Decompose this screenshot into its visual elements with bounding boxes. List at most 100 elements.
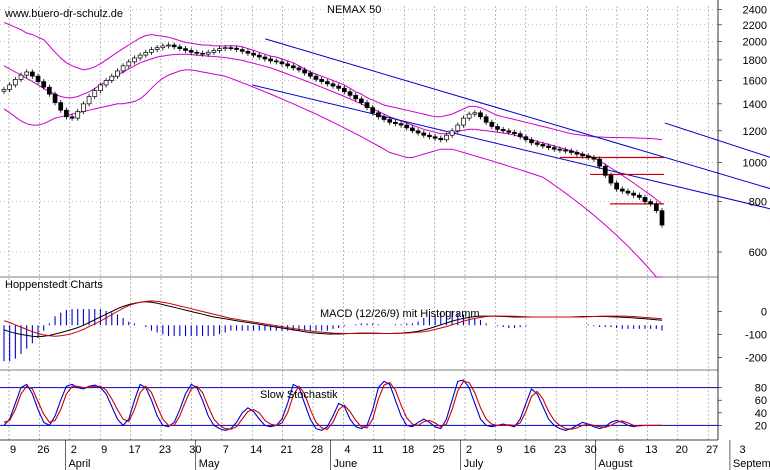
candle bbox=[393, 121, 398, 125]
candle bbox=[302, 69, 307, 74]
date-tick-label: 11 bbox=[372, 444, 383, 456]
candle bbox=[359, 98, 364, 103]
candle bbox=[364, 102, 370, 108]
candle bbox=[1, 89, 7, 92]
candle bbox=[205, 51, 211, 55]
candle bbox=[126, 61, 132, 67]
date-tick-label: 3 bbox=[740, 444, 746, 456]
macd-tick-label: 0 bbox=[761, 306, 767, 318]
candle bbox=[608, 175, 614, 184]
date-tick-label: 2 bbox=[71, 444, 77, 456]
candle bbox=[149, 49, 154, 53]
date-tick-label: 6 bbox=[618, 444, 624, 456]
candle bbox=[631, 192, 636, 196]
candle bbox=[489, 121, 495, 127]
candle bbox=[585, 155, 591, 158]
trend-line bbox=[664, 122, 770, 158]
stochastic-lines bbox=[3, 379, 662, 432]
date-tick-label: 4 bbox=[344, 444, 350, 456]
candle bbox=[313, 75, 319, 80]
candle bbox=[319, 79, 325, 82]
macd-lines bbox=[3, 300, 663, 338]
candle bbox=[376, 112, 381, 118]
stochastic-title: Slow Stochastik bbox=[260, 389, 338, 401]
date-tick-label: 9 bbox=[496, 444, 502, 456]
candle bbox=[24, 71, 30, 76]
candle bbox=[30, 71, 35, 77]
month-labels: AprilMayJuneJulyAugustSeptemberOctober bbox=[68, 458, 770, 470]
stochastic-reference-lines bbox=[0, 387, 718, 426]
date-tick-label: 2 bbox=[466, 444, 472, 456]
candle bbox=[256, 54, 262, 58]
candle bbox=[330, 83, 336, 87]
candle bbox=[239, 49, 245, 52]
candle bbox=[597, 158, 602, 167]
y-axis-labels: 2400 2200 2000 1800 1600 1400 1200 1000 800 600 0 -… bbox=[743, 5, 767, 433]
candle bbox=[132, 57, 137, 63]
price-candles bbox=[1, 42, 665, 228]
date-tick-label: 9 bbox=[101, 444, 107, 456]
date-tick-label: 26 bbox=[37, 444, 49, 456]
candle bbox=[653, 203, 659, 212]
candle bbox=[404, 124, 410, 129]
candle bbox=[228, 47, 234, 50]
candle bbox=[115, 70, 120, 77]
candle bbox=[427, 134, 432, 138]
candle bbox=[137, 54, 143, 59]
date-tick-label: 16 bbox=[524, 444, 536, 456]
candle bbox=[18, 74, 24, 80]
candle bbox=[188, 50, 194, 53]
stochastic-d-line bbox=[3, 380, 662, 430]
candle bbox=[648, 201, 654, 205]
candle bbox=[194, 51, 200, 54]
date-tick-label: 14 bbox=[250, 444, 262, 456]
candle bbox=[449, 130, 455, 136]
candle bbox=[336, 85, 342, 89]
candle bbox=[478, 112, 483, 118]
candle bbox=[636, 194, 642, 198]
candle bbox=[387, 119, 393, 123]
candle bbox=[591, 157, 597, 160]
candle bbox=[580, 153, 585, 157]
candle bbox=[421, 132, 427, 136]
trend-channel-lines bbox=[252, 38, 770, 210]
month-label: September bbox=[733, 458, 770, 470]
chart-title: NEMAX 50 bbox=[327, 4, 381, 16]
candle bbox=[41, 81, 47, 88]
date-tick-label: 9 bbox=[10, 444, 16, 456]
candle bbox=[500, 128, 506, 132]
macd-tick-label: -100 bbox=[745, 329, 767, 341]
month-label: April bbox=[68, 458, 90, 470]
date-tick-label: 30 bbox=[584, 444, 596, 456]
candle bbox=[659, 210, 665, 226]
candle bbox=[109, 75, 115, 81]
candle bbox=[222, 47, 228, 50]
candle bbox=[290, 65, 296, 69]
candle bbox=[472, 112, 478, 115]
source-label: Hoppenstedt Charts bbox=[5, 279, 103, 291]
date-tick-label: 27 bbox=[706, 444, 718, 456]
candle bbox=[307, 72, 313, 77]
date-tick-label: 17 bbox=[128, 444, 140, 456]
candle bbox=[177, 46, 183, 49]
macd-tick-label: -200 bbox=[745, 352, 767, 364]
candle bbox=[410, 127, 415, 132]
month-label: August bbox=[598, 458, 632, 470]
x-axis-labels: 9 26 2 9 17 23 30 7 14 21 28 4 11 18 25 2 9 16 23 30 6 13 20 27… bbox=[10, 444, 746, 456]
price-tick-label: 800 bbox=[749, 197, 767, 209]
price-tick-label: 1800 bbox=[743, 55, 767, 67]
date-tick-label: 28 bbox=[311, 444, 323, 456]
candle bbox=[273, 60, 279, 63]
trend-line bbox=[252, 84, 770, 210]
candle bbox=[58, 102, 64, 111]
date-tick-label: 13 bbox=[645, 444, 657, 456]
date-tick-label: 18 bbox=[402, 444, 414, 456]
candle bbox=[483, 116, 489, 123]
candle bbox=[143, 51, 149, 56]
candle bbox=[506, 130, 512, 133]
candle bbox=[517, 133, 523, 138]
candle bbox=[262, 56, 268, 60]
candle bbox=[642, 197, 648, 203]
candle bbox=[166, 44, 171, 47]
candle bbox=[614, 182, 619, 190]
